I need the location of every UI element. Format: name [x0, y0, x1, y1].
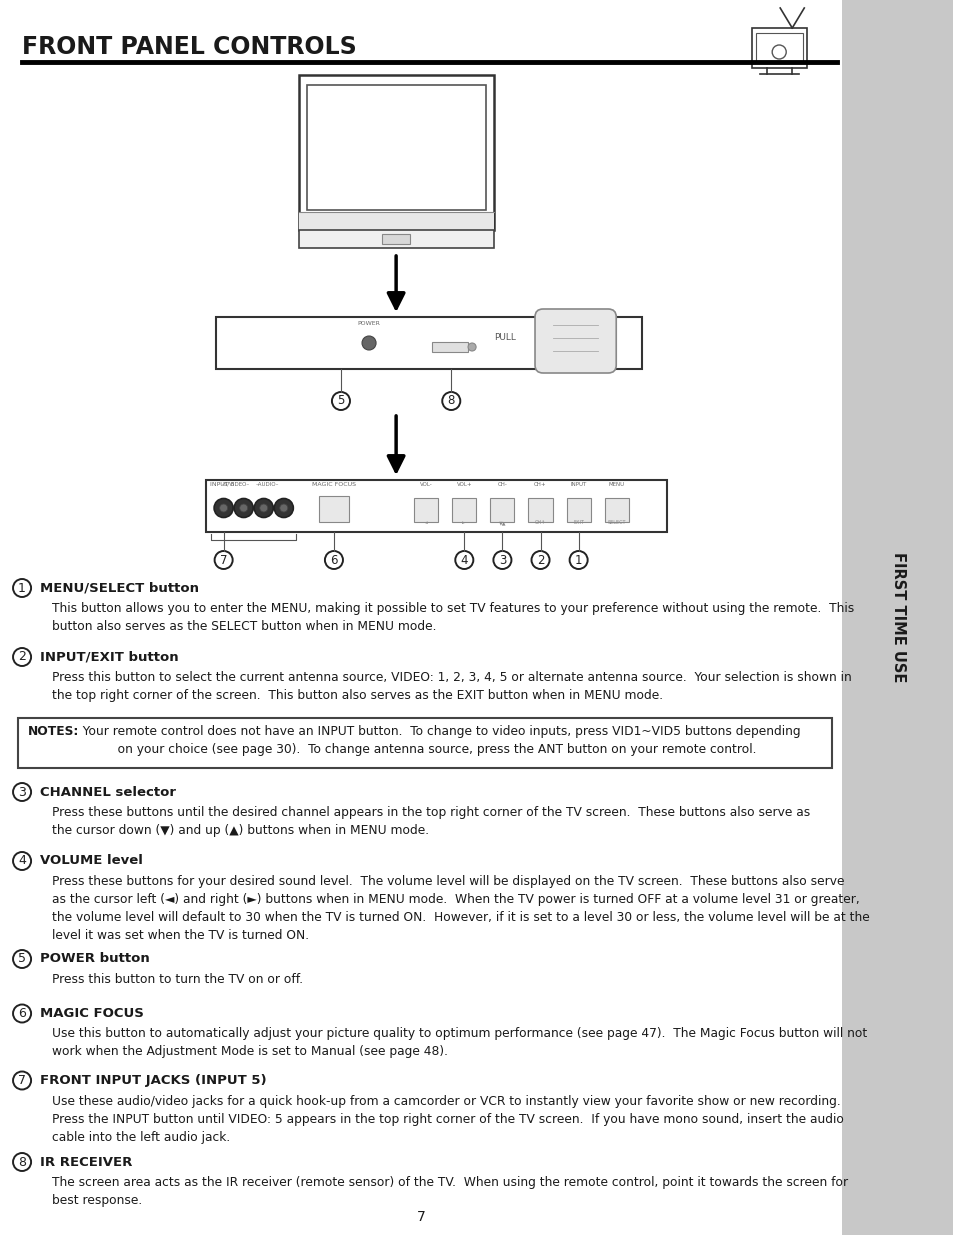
Text: INPUT/EXIT button: INPUT/EXIT button: [40, 651, 178, 663]
Text: 1: 1: [18, 582, 26, 594]
Bar: [528, 498, 552, 522]
Text: 8: 8: [18, 1156, 26, 1168]
Text: EXIT: EXIT: [573, 520, 583, 525]
Text: Your remote control does not have an INPUT button.  To change to video inputs, p: Your remote control does not have an INP…: [75, 725, 800, 756]
Text: The screen area acts as the IR receiver (remote sensor) of the TV.  When using t: The screen area acts as the IR receiver …: [52, 1176, 847, 1207]
Circle shape: [219, 504, 228, 513]
Text: 4: 4: [460, 553, 468, 567]
Text: 4: 4: [18, 855, 26, 867]
Text: POWER button: POWER button: [40, 952, 150, 966]
Text: 1: 1: [575, 553, 581, 567]
Text: 7: 7: [416, 1210, 425, 1224]
Text: 6: 6: [330, 553, 337, 567]
Bar: [414, 498, 437, 522]
Circle shape: [259, 504, 268, 513]
Text: CH+: CH+: [534, 482, 546, 487]
Text: FRONT INPUT JACKS (INPUT 5): FRONT INPUT JACKS (INPUT 5): [40, 1074, 267, 1087]
Text: 7: 7: [219, 553, 227, 567]
Circle shape: [239, 504, 248, 513]
Text: INPUT: INPUT: [570, 482, 586, 487]
Bar: [452, 498, 476, 522]
Bar: [490, 498, 514, 522]
Text: 2: 2: [537, 553, 544, 567]
Text: FIRST TIME USE: FIRST TIME USE: [890, 552, 904, 683]
Circle shape: [361, 336, 375, 350]
Bar: [205, 480, 666, 532]
Text: Use this button to automatically adjust your picture quality to optimum performa: Use this button to automatically adjust …: [52, 1028, 866, 1058]
Circle shape: [253, 499, 273, 517]
Bar: [298, 212, 494, 230]
Text: VOL-: VOL-: [419, 482, 432, 487]
Text: 3: 3: [498, 553, 506, 567]
Text: VOL+: VOL+: [456, 482, 472, 487]
Bar: [318, 496, 349, 522]
Bar: [298, 230, 494, 248]
Bar: [751, 28, 806, 68]
Text: VOLUME level: VOLUME level: [40, 855, 143, 867]
Bar: [566, 498, 590, 522]
Text: 2: 2: [18, 651, 26, 663]
Text: Press this button to select the current antenna source, VIDEO: 1, 2, 3, 4, 5 or : Press this button to select the current …: [52, 671, 851, 701]
Text: 7: 7: [18, 1074, 26, 1087]
Circle shape: [468, 343, 476, 351]
Text: INPUT 5: INPUT 5: [210, 482, 233, 487]
Text: ▼▲: ▼▲: [498, 520, 506, 525]
Text: ◄: ◄: [424, 520, 428, 525]
Text: Press these buttons until the desired channel appears in the top right corner of: Press these buttons until the desired ch…: [52, 806, 809, 837]
Bar: [382, 233, 410, 245]
Bar: [298, 75, 494, 230]
Text: CHANNEL selector: CHANNEL selector: [40, 785, 176, 799]
Text: Use these audio/video jacks for a quick hook-up from a camcorder or VCR to insta: Use these audio/video jacks for a quick …: [52, 1094, 843, 1144]
Text: 5: 5: [18, 952, 26, 966]
Text: 6: 6: [18, 1007, 26, 1020]
Text: POWER: POWER: [357, 321, 380, 326]
Circle shape: [279, 504, 288, 513]
Bar: [604, 498, 628, 522]
Text: MAGIC FOCUS: MAGIC FOCUS: [312, 482, 355, 487]
FancyBboxPatch shape: [535, 309, 616, 373]
Circle shape: [274, 499, 293, 517]
Circle shape: [213, 499, 233, 517]
Text: –S/VIDEO–: –S/VIDEO–: [221, 482, 250, 487]
Text: 8: 8: [447, 394, 455, 408]
Text: FRONT PANEL CONTROLS: FRONT PANEL CONTROLS: [22, 35, 356, 59]
Text: MAGIC FOCUS: MAGIC FOCUS: [40, 1007, 144, 1020]
Text: PULL: PULL: [494, 332, 516, 342]
Circle shape: [233, 499, 253, 517]
Text: Press this button to turn the TV on or off.: Press this button to turn the TV on or o…: [52, 973, 303, 986]
Bar: [432, 342, 468, 352]
Text: ►: ►: [462, 520, 466, 525]
Text: 3: 3: [18, 785, 26, 799]
Bar: [18, 718, 831, 768]
Text: IR RECEIVER: IR RECEIVER: [40, 1156, 132, 1168]
Text: Press these buttons for your desired sound level.  The volume level will be disp: Press these buttons for your desired sou…: [52, 876, 869, 942]
Text: This button allows you to enter the MENU, making it possible to set TV features : This button allows you to enter the MENU…: [52, 601, 854, 634]
Bar: [215, 317, 641, 369]
Text: MENU: MENU: [608, 482, 624, 487]
Text: CH-: CH-: [497, 482, 507, 487]
Text: SELECT: SELECT: [607, 520, 625, 525]
Text: CH↑: CH↑: [535, 520, 545, 525]
Text: –AUDIO–: –AUDIO–: [255, 482, 279, 487]
Text: NOTES:: NOTES:: [28, 725, 79, 739]
Text: MENU/SELECT button: MENU/SELECT button: [40, 582, 199, 594]
Bar: [756, 33, 802, 63]
Bar: [307, 85, 486, 210]
Text: 5: 5: [337, 394, 344, 408]
